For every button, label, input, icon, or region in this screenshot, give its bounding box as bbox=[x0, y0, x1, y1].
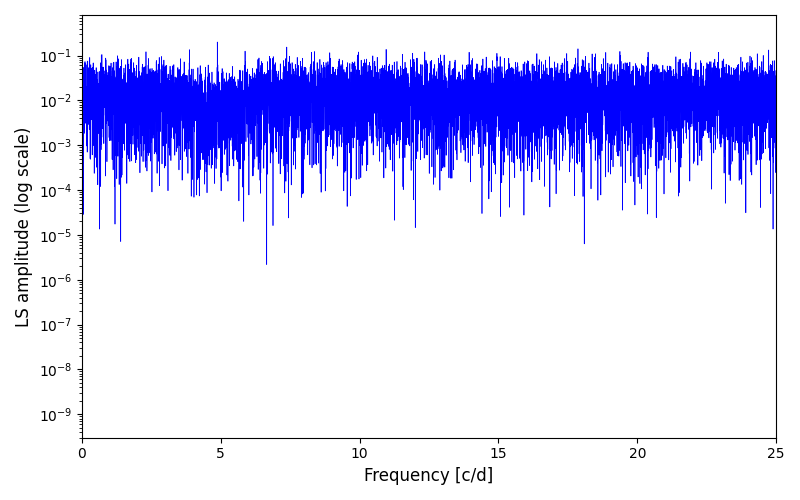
X-axis label: Frequency [c/d]: Frequency [c/d] bbox=[364, 467, 494, 485]
Y-axis label: LS amplitude (log scale): LS amplitude (log scale) bbox=[15, 126, 33, 326]
